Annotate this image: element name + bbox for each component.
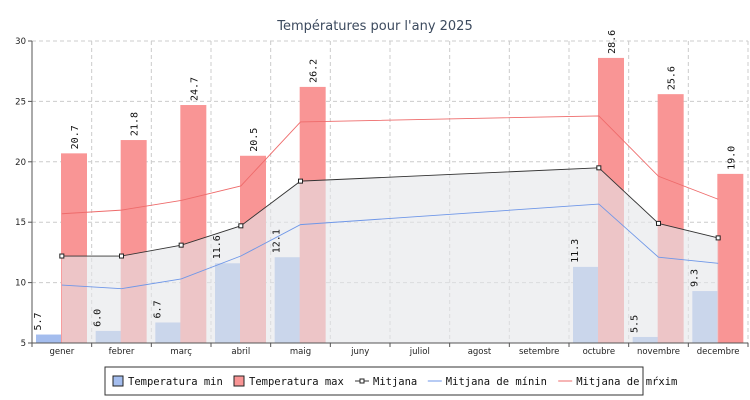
x-tick-label: juliol	[409, 347, 430, 357]
data-label-max: 21.8	[130, 112, 141, 136]
mean-marker	[656, 220, 661, 226]
y-tick-label: 15	[15, 218, 26, 228]
legend-box	[104, 366, 644, 396]
data-label-max: 28.6	[607, 30, 618, 54]
bar-min	[36, 334, 62, 343]
data-label-max: 24.7	[189, 77, 200, 101]
x-tick-label: març	[170, 347, 192, 357]
data-label-min: 6.7	[152, 300, 163, 318]
mean-area-fill	[61, 167, 719, 343]
x-tick-label: decembre	[697, 347, 740, 357]
legend: Temperatura min Temperatura max Mitjana Mit…	[104, 366, 677, 396]
mean-marker	[238, 223, 244, 229]
x-tick-label: juny	[350, 347, 369, 357]
data-label-max: 25.6	[667, 66, 678, 90]
y-tick-label: 25	[15, 97, 26, 107]
legend-label: Mitjana de mínin	[446, 376, 547, 388]
legend-swatch	[112, 375, 124, 387]
legend-label: Mitjana	[373, 376, 417, 388]
x-tick-label: febrer	[109, 347, 135, 357]
legend-swatch-marker	[359, 378, 365, 384]
data-label-max: 19.0	[726, 146, 737, 170]
data-labels: 5.7 20.7 6.0 21.8 6.7 24.7 11.6 20.5 12.1 26.2 11.…	[33, 30, 737, 333]
axes: 5 10 15 20 25 30 gener febrer març abril maig juny j…	[15, 37, 749, 357]
data-label-min: 12.1	[272, 229, 283, 253]
mean-marker	[59, 253, 65, 259]
chart-title: Températures pour l'any 2025	[276, 19, 472, 34]
mean-marker	[178, 242, 184, 248]
line-mean-max	[61, 115, 719, 215]
data-label-max: 26.2	[309, 59, 320, 83]
y-tick-label: 5	[21, 339, 26, 349]
legend-label: Temperatura max	[249, 376, 344, 388]
data-label-min: 5.7	[33, 312, 44, 330]
x-tick-label: abril	[231, 347, 250, 357]
lines	[59, 115, 721, 290]
y-tick-label: 10	[15, 279, 26, 289]
mean-marker	[596, 165, 602, 171]
y-tick-label: 30	[15, 37, 26, 47]
y-tick-label: 20	[15, 158, 26, 168]
mean-marker	[715, 235, 721, 241]
mean-area	[61, 167, 719, 343]
data-label-max: 20.7	[70, 125, 81, 149]
data-label-min: 11.6	[212, 235, 223, 259]
line-mean-min	[61, 203, 719, 290]
data-label-min: 5.5	[630, 315, 641, 333]
x-tick-label: setembre	[519, 347, 559, 357]
mean-marker	[298, 178, 303, 184]
data-label-min: 9.3	[689, 269, 700, 287]
x-tick-label: octubre	[583, 347, 616, 357]
legend-label: Mitjana de mŕxim	[576, 376, 677, 388]
legend-label: Temperatura min	[128, 376, 223, 388]
legend-swatch	[233, 375, 245, 387]
line-mean	[61, 167, 719, 257]
x-tick-label: maig	[290, 347, 311, 357]
data-label-max: 20.5	[249, 128, 260, 152]
data-label-min: 6.0	[93, 309, 104, 327]
mean-marker	[119, 253, 124, 259]
x-tick-label: gener	[49, 347, 74, 357]
x-tick-label: novembre	[637, 347, 680, 357]
data-label-min: 11.3	[570, 239, 581, 263]
x-tick-label: agost	[468, 347, 492, 357]
bar-max	[717, 173, 744, 343]
